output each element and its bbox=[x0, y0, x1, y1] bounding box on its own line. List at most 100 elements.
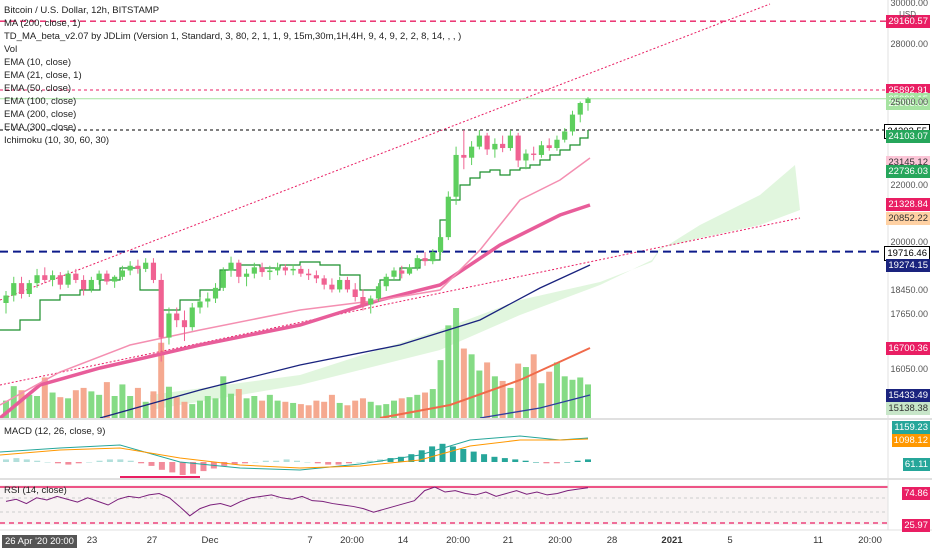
candle-body bbox=[577, 103, 583, 115]
macd-histogram-bar bbox=[387, 458, 394, 462]
candle-body bbox=[174, 313, 180, 321]
volume-bar bbox=[367, 401, 374, 418]
macd-histogram-bar bbox=[148, 462, 155, 466]
macd-histogram-bar bbox=[294, 460, 300, 462]
candle-body bbox=[42, 275, 48, 280]
volume-bar bbox=[80, 387, 87, 418]
macd-histogram-bar bbox=[553, 462, 560, 464]
indicator-legend-item[interactable]: Ichimoku (10, 30, 60, 30) bbox=[4, 135, 110, 146]
indicator-legend-item[interactable]: EMA (21, close, 1) bbox=[4, 70, 82, 81]
indicator-legend-item[interactable]: TD_MA_beta_v2.07 by JDLim (Version 1, St… bbox=[4, 31, 462, 42]
volume-bar bbox=[204, 396, 211, 418]
time-tick-label: 11 bbox=[813, 535, 823, 546]
candle-body bbox=[546, 145, 552, 149]
volume-bar bbox=[359, 398, 366, 418]
macd-histogram-bar bbox=[169, 462, 176, 473]
ema-21-line bbox=[0, 157, 591, 406]
macd-histogram-bar bbox=[262, 460, 269, 462]
candle-body bbox=[329, 284, 335, 290]
indicator-legend-item[interactable]: Vol bbox=[4, 44, 18, 55]
macd-histogram-bar bbox=[408, 454, 415, 462]
indicator-legend-item[interactable]: EMA (300, close) bbox=[4, 122, 77, 133]
candle-body bbox=[375, 286, 382, 299]
channel-upper-line bbox=[0, 3, 771, 301]
macd-histogram-bar bbox=[65, 462, 72, 465]
volume-bar bbox=[484, 362, 491, 418]
volume-bar bbox=[96, 394, 103, 418]
rsi-line bbox=[5, 486, 589, 517]
indicator-legend-item[interactable]: MA (200, close, 1) bbox=[4, 18, 81, 29]
candle-body bbox=[243, 273, 250, 277]
indicator-legend-item[interactable]: EMA (10, close) bbox=[4, 57, 72, 68]
volume-bar bbox=[251, 396, 258, 418]
macd-value-label: 1159.23 bbox=[892, 421, 930, 434]
candle-body bbox=[476, 135, 482, 147]
macd-histogram-bar bbox=[96, 460, 103, 462]
macd-histogram-bar bbox=[75, 462, 82, 464]
volume-bar bbox=[49, 392, 56, 418]
volume-bar bbox=[437, 360, 444, 418]
candle-body bbox=[344, 279, 351, 290]
candle-body bbox=[399, 270, 405, 274]
candle-body bbox=[453, 154, 459, 197]
macd-histogram-bar bbox=[117, 459, 124, 462]
candle-body bbox=[26, 283, 32, 294]
volume-bar bbox=[165, 386, 172, 418]
macd-histogram-bar bbox=[429, 446, 436, 462]
ichimoku-base-line bbox=[0, 130, 589, 331]
time-tick-label: 21 bbox=[502, 535, 514, 546]
macd-histogram-bar bbox=[13, 458, 20, 462]
macd-histogram-bar bbox=[106, 459, 113, 462]
candle-body bbox=[81, 279, 87, 290]
volume-bar bbox=[158, 342, 165, 418]
time-tick-label: 28 bbox=[606, 535, 618, 546]
candle-body bbox=[360, 297, 366, 305]
ichimoku-cloud bbox=[150, 165, 800, 410]
price-label: 15433.49 bbox=[886, 388, 930, 402]
candle-body bbox=[65, 273, 71, 285]
volume-bar bbox=[553, 362, 560, 418]
indicator-legend-item[interactable]: EMA (200, close) bbox=[4, 109, 77, 120]
candle-body bbox=[515, 135, 521, 161]
volume-bar bbox=[88, 391, 95, 418]
volume-bar bbox=[18, 390, 25, 418]
candle-body bbox=[189, 307, 195, 328]
volume-bar bbox=[173, 397, 180, 418]
volume-bar bbox=[468, 354, 475, 418]
candle-body bbox=[18, 283, 25, 294]
price-label: 22736.03 bbox=[886, 164, 930, 178]
macd-legend: MACD (12, 26, close, 9) bbox=[4, 426, 106, 437]
volume-bar bbox=[445, 325, 452, 418]
macd-histogram-bar bbox=[221, 462, 228, 466]
macd-histogram-bar bbox=[585, 459, 591, 462]
pane-divider bbox=[0, 478, 932, 480]
indicator-legend-item[interactable]: EMA (100, close) bbox=[4, 96, 77, 107]
ema-200-line bbox=[379, 347, 591, 419]
volume-bar bbox=[460, 348, 467, 418]
indicator-legend-item[interactable]: EMA (50, close) bbox=[4, 83, 72, 94]
volume-bar bbox=[150, 391, 157, 418]
volume-bar bbox=[274, 400, 281, 418]
macd-value-label: 1098.12 bbox=[891, 434, 930, 447]
channel-lower-line bbox=[0, 217, 801, 386]
macd-histogram-bar bbox=[397, 456, 404, 462]
macd-histogram-bar bbox=[470, 451, 477, 462]
volume-bar bbox=[491, 376, 498, 418]
candle-body bbox=[181, 320, 188, 328]
volume-bar bbox=[429, 389, 436, 418]
volume-bar bbox=[406, 397, 413, 418]
time-tick-label: Dec bbox=[201, 535, 219, 546]
candle-body bbox=[143, 262, 149, 269]
macd-histogram-bar bbox=[158, 462, 165, 470]
volume-bar bbox=[57, 397, 64, 418]
volume-bar bbox=[181, 401, 188, 418]
candle-body bbox=[585, 98, 591, 103]
price-label: 25005.06 bbox=[886, 96, 930, 110]
candle-body bbox=[212, 287, 219, 299]
price-tick-label: 20000.00 bbox=[890, 237, 928, 247]
macd-histogram-bar bbox=[512, 459, 519, 462]
volume-bar bbox=[414, 394, 421, 418]
candle-body bbox=[135, 265, 141, 269]
